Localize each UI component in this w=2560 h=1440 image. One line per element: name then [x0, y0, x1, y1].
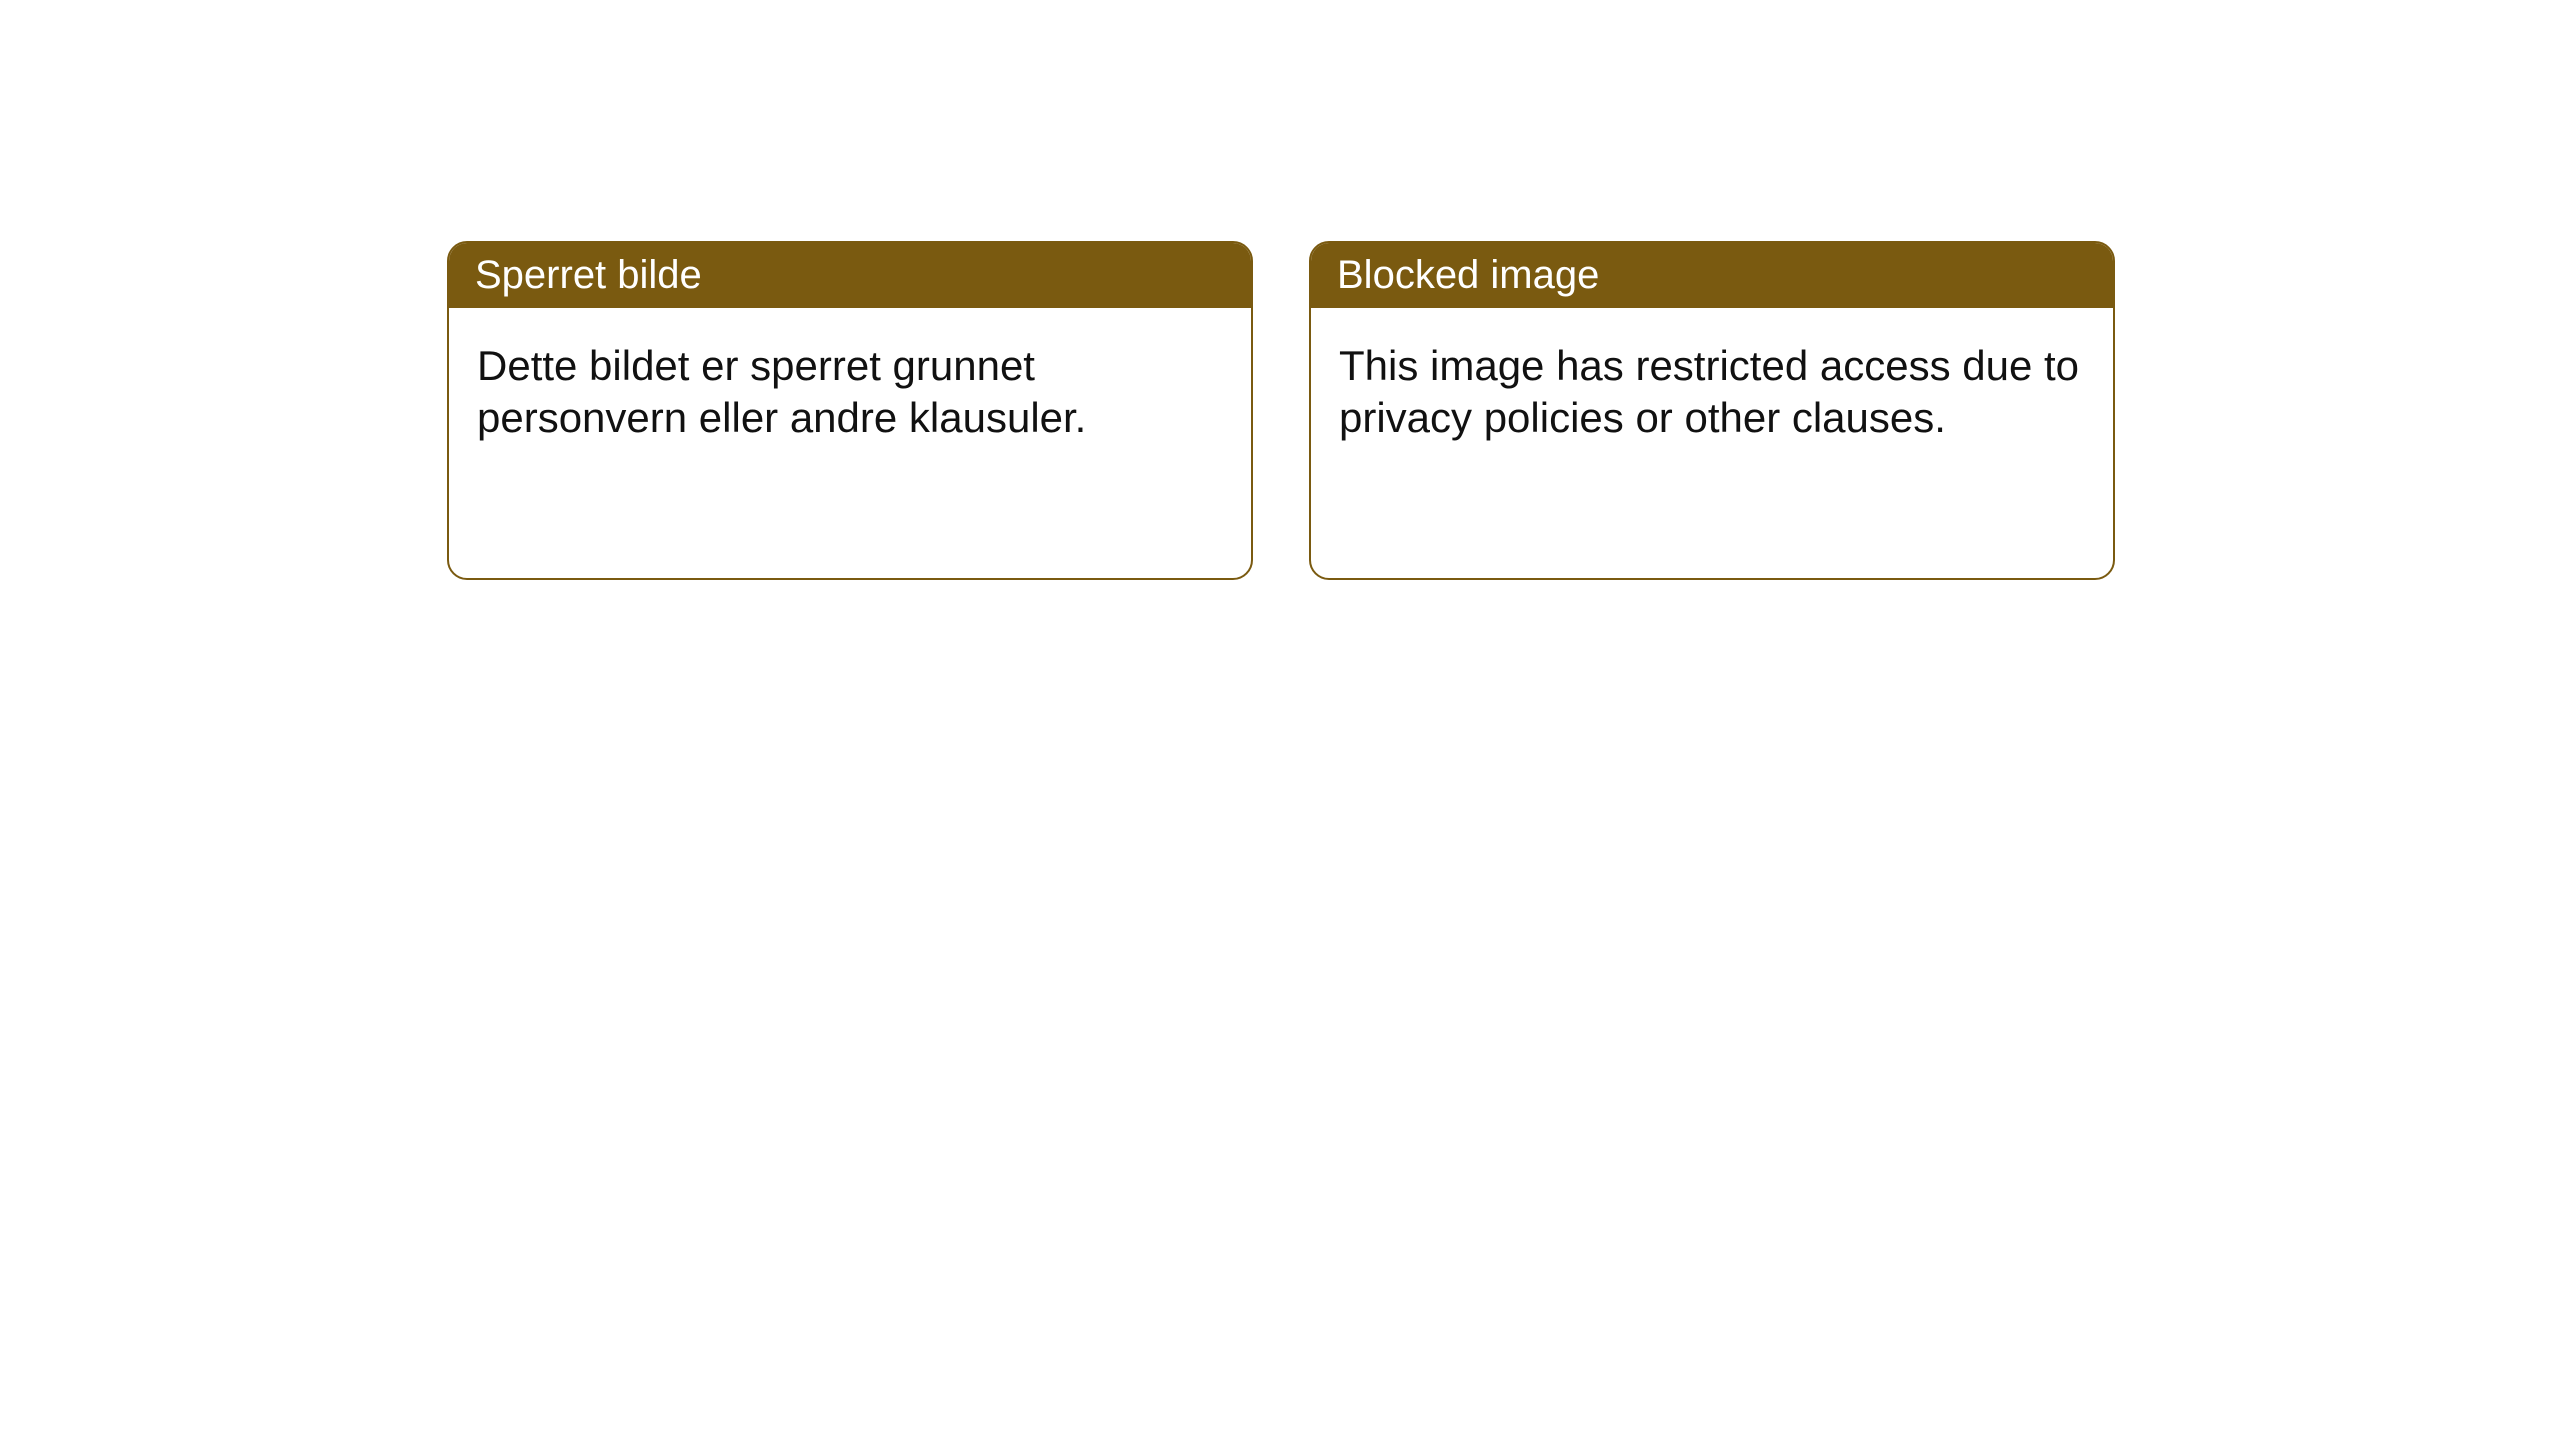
card-header-english: Blocked image — [1311, 243, 2113, 308]
blocked-image-card-english: Blocked image This image has restricted … — [1309, 241, 2115, 580]
blocked-image-card-norwegian: Sperret bilde Dette bildet er sperret gr… — [447, 241, 1253, 580]
card-body-english: This image has restricted access due to … — [1311, 308, 2113, 476]
card-header-norwegian: Sperret bilde — [449, 243, 1251, 308]
card-body-norwegian: Dette bildet er sperret grunnet personve… — [449, 308, 1251, 476]
notice-container: Sperret bilde Dette bildet er sperret gr… — [0, 0, 2560, 580]
